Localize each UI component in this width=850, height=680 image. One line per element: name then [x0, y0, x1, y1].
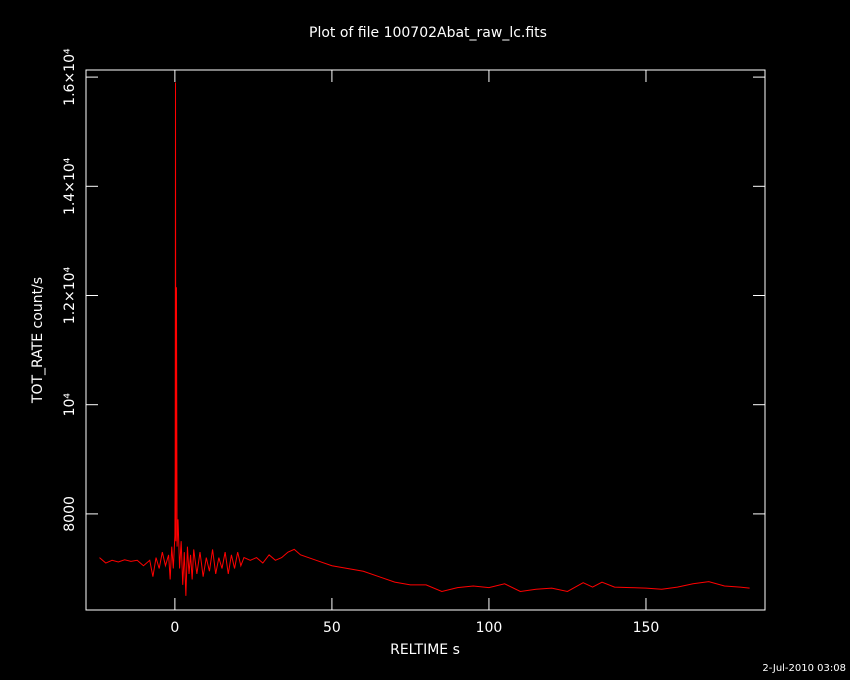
y-tick-label: 1.6×10⁴ [62, 48, 78, 106]
chart-title: Plot of file 100702Abat_raw_lc.fits [309, 25, 547, 41]
x-tick-label: 100 [476, 620, 503, 636]
x-axis-label: RELTIME s [390, 642, 460, 658]
x-tick-label: 150 [633, 620, 660, 636]
data-line [99, 82, 750, 596]
y-tick-label: 1.2×10⁴ [62, 266, 78, 324]
x-tick-label: 0 [170, 620, 179, 636]
plot-frame [85, 69, 766, 611]
y-tick-label: 10⁴ [62, 393, 78, 417]
y-axis-label: TOT_RATE count/s [30, 277, 46, 404]
y-tick-label: 8000 [62, 496, 78, 532]
x-tick-label: 50 [323, 620, 341, 636]
timestamp: 2-Jul-2010 03:08 [762, 663, 846, 674]
y-tick-label: 1.4×10⁴ [62, 157, 78, 215]
